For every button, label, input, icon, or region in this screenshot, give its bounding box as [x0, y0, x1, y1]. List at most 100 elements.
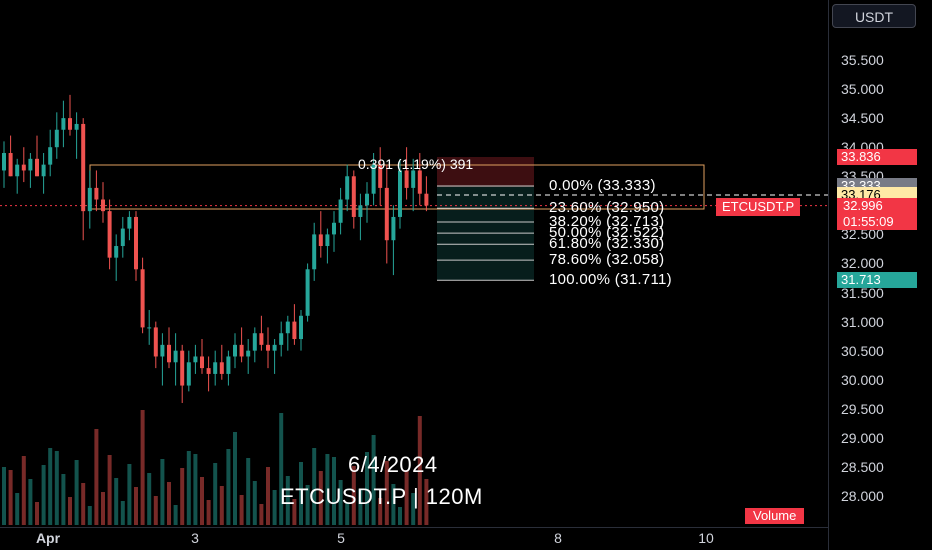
- candle-body: [246, 350, 251, 357]
- candle-body: [299, 315, 303, 340]
- candle-body: [219, 362, 224, 374]
- watermark-date: 6/4/2024: [348, 452, 438, 477]
- volume-bar: [384, 461, 389, 525]
- volume-bar: [272, 490, 277, 525]
- candle-body: [94, 187, 99, 200]
- price-tag: 33.836: [837, 148, 917, 165]
- last-price-tag: 32.996 01:55:09: [837, 197, 917, 230]
- volume-bar: [68, 497, 72, 525]
- volume-bar: [8, 470, 13, 525]
- volume-bar: [54, 451, 59, 525]
- price-chart[interactable]: [0, 0, 828, 527]
- candle-body: [378, 164, 383, 188]
- fib-level-label: 38.20% (32.713): [549, 213, 665, 231]
- candle-body: [312, 234, 317, 270]
- candle-body: [107, 211, 112, 258]
- volume-bar: [180, 468, 185, 525]
- volume-bar: [153, 496, 158, 525]
- price-tick-label: 29.500: [841, 400, 884, 417]
- volume-bar: [114, 478, 119, 525]
- volume-bar: [259, 504, 264, 525]
- candle-body: [398, 170, 402, 217]
- candle-body: [173, 350, 178, 363]
- volume-bar: [167, 482, 171, 525]
- candle-body: [325, 234, 330, 247]
- volume-bar: [226, 449, 231, 525]
- candle-body: [305, 269, 310, 316]
- candle-body: [68, 118, 72, 130]
- candle-body: [292, 321, 297, 340]
- symbol-tag: ETCUSDT.P: [716, 198, 801, 216]
- candle-body: [101, 199, 105, 212]
- candle-body: [279, 333, 284, 345]
- candle-body: [404, 170, 409, 188]
- candle-body: [338, 199, 343, 223]
- volume-bar: [371, 435, 376, 525]
- candle-body: [285, 321, 290, 334]
- price-tick-label: 30.500: [841, 342, 884, 359]
- volume-bar: [219, 486, 224, 525]
- volume-bar: [338, 480, 343, 525]
- volume-bar: [351, 466, 356, 525]
- candle-body: [15, 164, 20, 177]
- candle-body: [193, 356, 198, 363]
- volume-bar: [107, 455, 112, 525]
- volume-bar: [417, 416, 422, 525]
- volume-bar: [404, 470, 409, 525]
- candle-body: [114, 246, 119, 258]
- volume-tag[interactable]: Volume: [745, 508, 805, 524]
- candle-body: [134, 216, 138, 270]
- volume-bar: [140, 410, 145, 525]
- last-price-value: 32.996: [843, 197, 883, 213]
- volume-bar: [127, 464, 132, 525]
- candle-body: [266, 344, 270, 351]
- time-tick-label: Apr: [35, 530, 61, 546]
- candle-body: [167, 344, 171, 363]
- price-axis[interactable]: 35.50035.00034.50034.00033.50033.00032.5…: [828, 0, 932, 550]
- fib-level-label: 23.60% (32.950): [549, 199, 665, 217]
- candle-body: [213, 362, 218, 374]
- volume-bar: [325, 454, 330, 525]
- range-box-upper: [437, 157, 534, 187]
- candle-body: [35, 158, 39, 177]
- candle-body: [28, 158, 33, 171]
- volume-bar: [378, 498, 383, 525]
- volume-bar: [411, 493, 416, 525]
- candle-body: [272, 344, 277, 351]
- fib-level-label: 50.00% (32.522): [549, 224, 665, 242]
- candle-body: [186, 362, 191, 386]
- price-tick-label: 31.500: [841, 284, 884, 301]
- candle-body: [417, 170, 422, 194]
- volume-bar: [35, 502, 39, 525]
- candle-body: [2, 153, 6, 171]
- price-tick-label: 28.000: [841, 488, 884, 504]
- volume-bar: [160, 459, 165, 525]
- volume-bar: [94, 429, 99, 525]
- candle-body: [81, 123, 86, 212]
- volume-bar: [120, 501, 125, 525]
- volume-bar: [266, 467, 270, 525]
- volume-bar: [246, 458, 251, 525]
- range-label: 0.391 (1.19%) 391: [358, 156, 474, 172]
- candle-body: [358, 205, 363, 217]
- time-tick-label: 10: [698, 530, 714, 546]
- price-tick-label: 32.500: [841, 226, 884, 243]
- currency-button[interactable]: USDT: [832, 4, 916, 28]
- candle-body: [318, 234, 323, 247]
- candle-body: [160, 344, 165, 357]
- time-tick-label: 3: [191, 530, 199, 546]
- volume-bar: [252, 481, 257, 525]
- time-axis[interactable]: Apr 3 5 8 10: [0, 527, 828, 550]
- price-tick-label: 35.000: [841, 81, 884, 98]
- fib-level-label: 61.80% (32.330): [549, 235, 665, 253]
- candle-body: [54, 129, 59, 148]
- volume-bar: [193, 454, 198, 525]
- volume-bar: [239, 495, 244, 525]
- chart-area[interactable]: 0.391 (1.19%) 391 0.00% (33.333) 23.60% (…: [0, 0, 828, 527]
- volume-bar: [101, 492, 105, 525]
- volume-bar: [292, 499, 297, 525]
- volume-bar: [87, 506, 92, 525]
- volume-bar: [200, 477, 204, 525]
- volume-bar: [2, 467, 6, 525]
- volume-bar: [21, 456, 26, 525]
